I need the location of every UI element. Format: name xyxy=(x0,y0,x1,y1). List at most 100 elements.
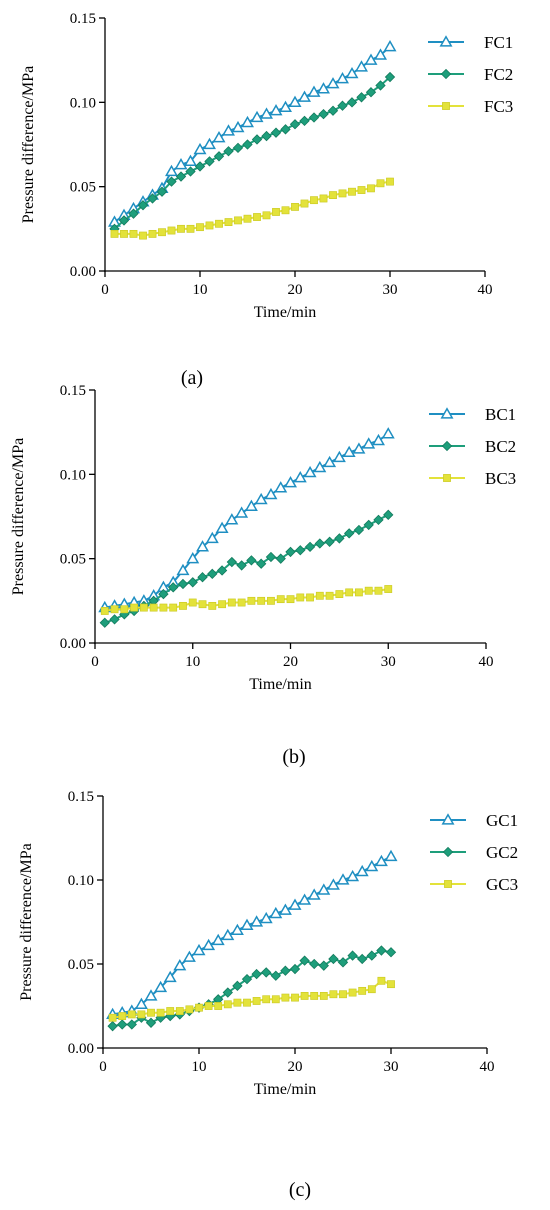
panel-b-data-point xyxy=(296,593,305,602)
panel-c-data-point xyxy=(289,963,301,975)
panel-b-data-point xyxy=(383,509,394,520)
panel-a-data-point xyxy=(318,108,329,120)
panel-a-data-point xyxy=(269,104,283,116)
panel-a-data-point xyxy=(204,156,215,167)
panel-a-legend-label: FC1 xyxy=(484,33,513,52)
panel-b-data-point xyxy=(275,553,286,564)
panel-b-legend-entry: BC3 xyxy=(429,469,516,488)
panel-b-data-point xyxy=(373,514,384,526)
panel-a-data-point xyxy=(376,179,385,188)
panel-a-data-point xyxy=(317,82,330,94)
panel-b-data-point xyxy=(362,437,376,449)
panel-b-data-point xyxy=(227,598,236,607)
panel-a-series-FC2 xyxy=(109,71,396,234)
panel-c-x-tick-label: 10 xyxy=(192,1059,207,1075)
panel-a-data-point xyxy=(231,120,245,133)
panel-b-data-point xyxy=(352,442,366,454)
panel-b-data-point xyxy=(254,492,268,505)
panel-c-data-point xyxy=(384,849,398,862)
panel-b-data-point xyxy=(323,455,337,468)
panel-a-data-point xyxy=(253,213,261,221)
panel-b-legend-marker xyxy=(440,407,454,419)
panel-c-data-point xyxy=(166,1007,175,1015)
panel-b-data-point xyxy=(169,603,178,612)
panel-c-x-tick-label: 40 xyxy=(480,1059,495,1075)
panel-a-data-point xyxy=(129,229,138,238)
panel-a-data-point xyxy=(261,130,272,142)
panel-c-data-point xyxy=(348,988,357,997)
panel-b-series-BC1 xyxy=(98,427,395,613)
panel-b-y-tick-label: 0.10 xyxy=(60,467,86,483)
panel-c-data-point xyxy=(144,989,158,1001)
panel-a-label: (a) xyxy=(181,367,203,389)
panel-b-data-point xyxy=(304,541,316,553)
panel-b-legend-marker xyxy=(443,474,451,482)
panel-a-legend-entry: FC1 xyxy=(428,33,513,52)
panel-a-legend-marker xyxy=(439,35,453,47)
panel-c-data-point xyxy=(145,1017,157,1028)
panel-c-data-point xyxy=(298,893,312,905)
panel-b-data-point xyxy=(343,528,355,539)
panel-b-data-point xyxy=(257,596,266,605)
panel-c-data-point xyxy=(252,997,261,1005)
panel-c-x-tick-label: 30 xyxy=(384,1059,399,1075)
panel-c-data-point xyxy=(251,968,262,980)
panel-a-data-point xyxy=(177,224,185,233)
panel-c-data-point xyxy=(118,1012,127,1020)
panel-c-data-point xyxy=(377,976,386,985)
panel-b-data-point xyxy=(247,596,256,605)
panel-b-legend-label: BC3 xyxy=(485,469,516,488)
panel-c-data-point xyxy=(299,955,310,966)
panel-c-legend-marker xyxy=(441,813,455,825)
panel-b-data-point xyxy=(286,595,295,604)
panel-b-data-point xyxy=(265,551,277,563)
panel-a-data-point xyxy=(185,166,196,177)
panel-a-data-point xyxy=(348,187,356,196)
panel-a-data-point xyxy=(308,112,320,123)
panel-c-data-point xyxy=(319,992,328,1000)
panel-c-data-point xyxy=(367,985,376,994)
panel-c-data-point xyxy=(387,980,395,989)
panel-a-data-point xyxy=(272,208,280,216)
panel-b-data-point xyxy=(295,545,306,556)
panel-c-data-point xyxy=(134,997,148,1009)
panel-c-legend-label: GC3 xyxy=(486,875,518,894)
panel-b-y-tick-label: 0.05 xyxy=(60,552,86,568)
panel-a-data-point xyxy=(174,158,188,170)
panel-a-data-point xyxy=(346,97,358,108)
panel-b-data-point xyxy=(381,427,395,439)
panel-c-legend-label: GC1 xyxy=(486,811,518,830)
panel-c-x-tick-label: 0 xyxy=(99,1059,107,1075)
panel-a-series-line xyxy=(113,76,391,230)
panel-b-x-axis-title: Time/min xyxy=(249,676,312,693)
panel-b-data-point xyxy=(168,582,179,593)
panel-b-data-point xyxy=(274,481,288,493)
panel-c-data-point xyxy=(127,1010,136,1019)
panel-c-series-GC2 xyxy=(107,945,397,1032)
panel-a-data-point xyxy=(128,208,139,219)
panel-a-x-tick-label: 30 xyxy=(383,282,398,298)
panel-b-data-point xyxy=(235,506,249,518)
panel-a-data-point xyxy=(300,199,309,208)
panel-b-data-point xyxy=(237,598,246,607)
panel-b-data-point xyxy=(225,513,239,525)
panel-c: 0.00 0.05 0.10 0.15 0 10 20 30 40 Time/min Pressur… xyxy=(18,789,518,1201)
panel-c-data-point xyxy=(182,950,196,962)
panel-a-data-point xyxy=(288,95,302,107)
panel-a-data-point xyxy=(139,231,147,240)
panel-a-data-point xyxy=(175,171,187,182)
panel-b-data-point xyxy=(208,601,217,610)
panel-c-y-tick-label: 0.10 xyxy=(68,873,94,889)
panel-b-legend-label: BC1 xyxy=(485,405,516,424)
panel-a-data-point xyxy=(375,80,386,91)
panel-a-data-point xyxy=(147,193,158,204)
panel-a-data-point xyxy=(213,151,225,162)
panel-c-data-point xyxy=(107,1020,118,1032)
panel-a-data-point xyxy=(298,90,311,102)
panel-b-data-point xyxy=(158,588,169,600)
panel-c-data-point xyxy=(192,943,206,956)
panel-c-data-point xyxy=(185,1005,194,1014)
panel-b-data-point xyxy=(334,533,345,544)
panel-b-data-point xyxy=(324,536,335,547)
panel-c-legend-label: GC2 xyxy=(486,843,518,862)
